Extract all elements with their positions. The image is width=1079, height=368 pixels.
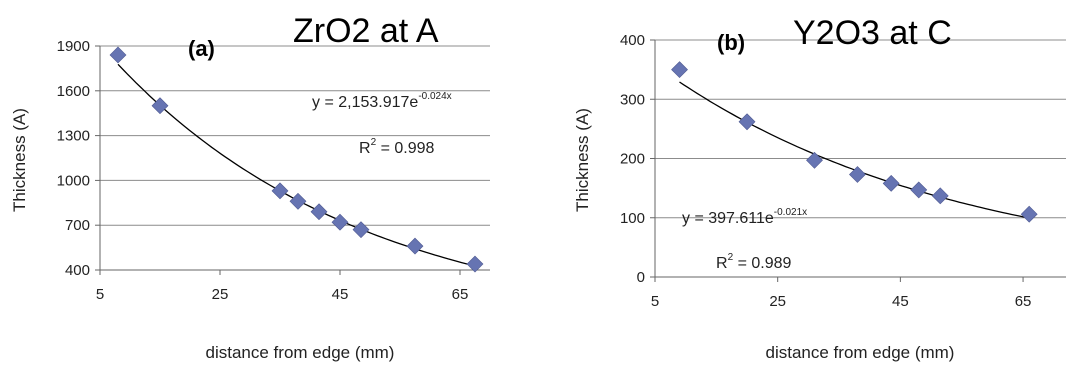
x-tick-label: 5 (96, 286, 104, 303)
x-tick-label: 45 (892, 293, 909, 310)
y-tick-label: 200 (620, 151, 645, 168)
y-tick-label: 1000 (57, 172, 90, 189)
data-point (931, 187, 949, 205)
data-point (1020, 205, 1038, 223)
data-point (151, 97, 169, 115)
chart-panel-1: 400 700 1000 1300 1600 1900 5 25 45 65 distance fr… (10, 12, 490, 362)
x-tick-label: 5 (651, 293, 659, 310)
data-point (849, 166, 866, 183)
x-tick-label: 25 (212, 286, 229, 303)
y-tick-label: 1600 (57, 83, 90, 100)
x-tick-label: 65 (452, 286, 469, 303)
data-point (310, 203, 328, 221)
x-tick-label: 65 (1015, 293, 1032, 310)
data-point (352, 221, 370, 239)
data-point (910, 181, 928, 199)
y-tick-label: 1300 (57, 128, 90, 145)
trendline (679, 81, 1030, 219)
data-point (331, 213, 349, 231)
chart-panel-2: 0 100 200 300 400 5 25 45 65 distance from edge (… (573, 14, 1066, 362)
y-axis-label: Thickness (A) (573, 108, 592, 212)
data-point (671, 61, 688, 79)
y-tick-label: 0 (637, 269, 645, 286)
data-point (406, 237, 424, 255)
trendline-equation: y = 2,153.917e-0.024x (312, 91, 452, 111)
panel-label: (a) (188, 36, 215, 61)
data-point (289, 192, 307, 210)
r-squared-label: R2 = 0.998 (359, 137, 435, 157)
y-axis-label: Thickness (A) (10, 108, 29, 212)
y-tick-label: 700 (65, 217, 90, 234)
data-point (466, 255, 484, 273)
x-tick-label: 45 (332, 286, 349, 303)
data-point (738, 113, 756, 131)
y-tick-label: 300 (620, 91, 645, 108)
chart-title: ZrO2 at A (293, 12, 439, 50)
chart-title: Y2O3 at C (793, 14, 952, 52)
data-point (109, 46, 127, 64)
x-axis-label: distance from edge (mm) (206, 343, 395, 362)
data-point (806, 151, 823, 169)
data-point (882, 174, 900, 192)
y-tick-label: 100 (620, 210, 645, 227)
trendline-equation: y = 397.611e-0.021x (682, 207, 807, 227)
y-tick-label: 400 (620, 32, 645, 49)
y-tick-label: 1900 (57, 38, 90, 55)
data-point (271, 182, 289, 200)
y-tick-label: 400 (65, 262, 90, 279)
r-squared-label: R2 = 0.989 (716, 252, 792, 272)
x-tick-label: 25 (769, 293, 786, 310)
x-axis-label: distance from edge (mm) (766, 343, 955, 362)
panel-label: (b) (717, 30, 745, 55)
